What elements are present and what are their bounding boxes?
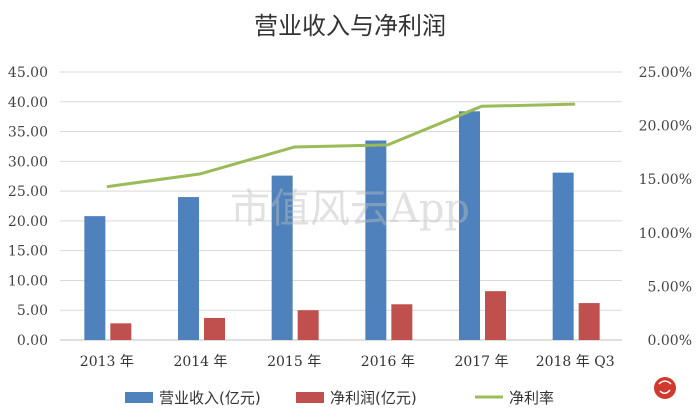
right-tick-label: 5.00%: [648, 279, 692, 295]
net-profit-bar: [297, 310, 319, 340]
right-tick-label: 15.00%: [639, 172, 692, 188]
chart-title: 营业收入与净利润: [254, 12, 446, 40]
category-label: 2017 年: [454, 354, 508, 370]
revenue-bar: [552, 172, 574, 340]
left-tick-label: 5.00: [17, 303, 48, 319]
net-margin-line: [106, 102, 576, 189]
revenue-bar: [365, 140, 387, 340]
category-labels: 2013 年 2014 年 2015 年 2016 年 2017 年 2018 年 Q3: [80, 354, 615, 370]
category-label: 2015 年: [267, 354, 321, 370]
bars: [84, 111, 600, 340]
revenue-bar: [178, 197, 199, 340]
left-tick-label: 15.00: [8, 244, 48, 260]
revenue-bar: [84, 216, 106, 340]
right-tick-label: 10.00%: [639, 226, 692, 242]
net-profit-bar: [204, 317, 225, 340]
category-label: 2016 年: [361, 354, 415, 370]
watermark: 市值风云App: [230, 186, 470, 232]
legend-swatch: [125, 392, 153, 403]
left-tick-label: 40.00: [8, 95, 48, 111]
right-tick-label: 25.00%: [639, 65, 692, 81]
legend-label: 净利润(亿元): [330, 389, 417, 407]
left-tick-label: 35.00: [8, 125, 48, 141]
left-tick-label: 20.00: [8, 214, 48, 230]
revenue-bar: [459, 111, 480, 340]
net-profit-bar: [110, 323, 132, 340]
right-tick-label: 0.00%: [648, 333, 692, 349]
right-tick-label: 20.00%: [639, 119, 692, 135]
legend-label: 净利率: [509, 389, 554, 407]
net-profit-bar: [485, 291, 506, 340]
net-profit-bar: [578, 303, 600, 340]
right-axis: 0.00% 5.00% 10.00% 15.00% 20.00% 25.00%: [639, 65, 692, 349]
revenue-bar: [271, 175, 293, 340]
legend-swatch: [296, 392, 324, 403]
left-tick-label: 10.00: [8, 273, 48, 289]
left-tick-label: 30.00: [8, 154, 48, 170]
category-label: 2013 年: [80, 354, 134, 370]
left-axis: 0.00 5.00 10.00 15.00 20.00 25.00 30.00 35.00 40…: [8, 65, 48, 349]
category-label: 2014 年: [173, 354, 227, 370]
logo-stamp-icon: [654, 377, 676, 399]
legend: 营业收入(亿元) 净利润(亿元) 净利率: [125, 389, 554, 407]
category-label: 2018 年 Q3: [536, 354, 615, 370]
net-profit-bar: [391, 304, 413, 340]
left-tick-label: 25.00: [8, 184, 48, 200]
left-tick-label: 0.00: [17, 333, 48, 349]
gridlines: [60, 71, 622, 341]
line-series: [106, 102, 576, 189]
left-tick-label: 45.00: [8, 65, 48, 81]
legend-label: 营业收入(亿元): [159, 389, 261, 407]
